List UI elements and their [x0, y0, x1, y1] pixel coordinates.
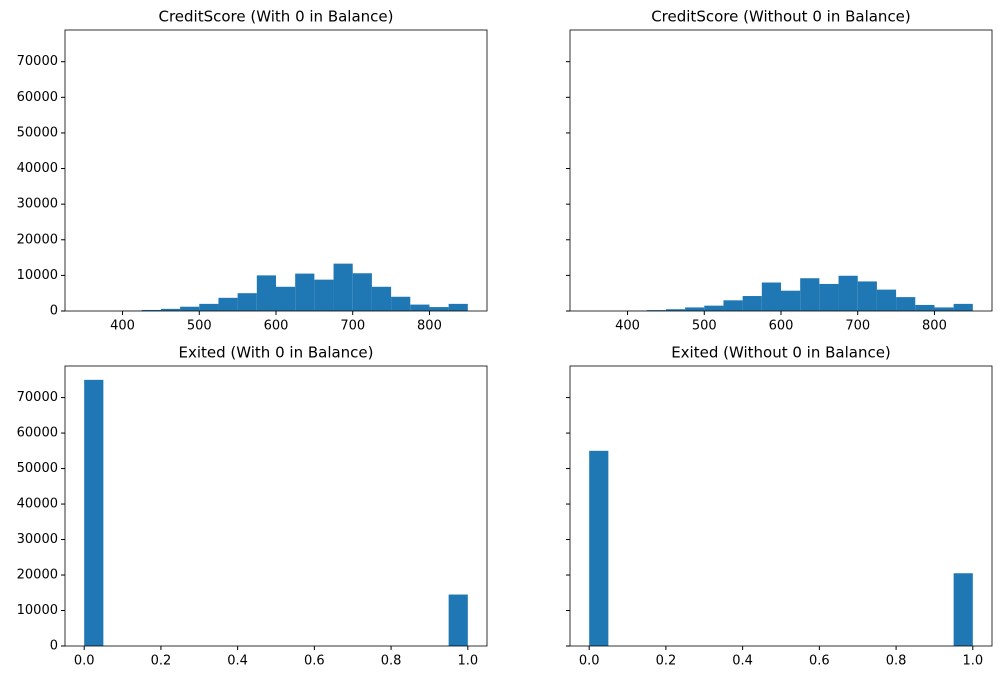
y-tick-label: 0: [50, 639, 58, 654]
chart-title: Exited (Without 0 in Balance): [671, 344, 891, 362]
x-tick-label: 800: [417, 319, 442, 334]
bar: [915, 304, 935, 311]
bar: [160, 308, 181, 311]
x-tick-label: 0.8: [381, 654, 402, 669]
bar: [876, 289, 897, 311]
x-tick-label: 700: [340, 319, 365, 334]
bar: [448, 303, 468, 311]
y-tick-label: 30000: [17, 532, 58, 547]
bar: [410, 304, 430, 311]
axes-frame: [64, 29, 488, 312]
y-tick-label: 10000: [17, 603, 58, 618]
y-tick-label: 10000: [17, 268, 58, 283]
x-tick-label: 700: [845, 319, 870, 334]
y-tick-label: 20000: [17, 232, 58, 247]
bar: [84, 379, 104, 646]
x-tick-label: 0.6: [304, 654, 325, 669]
bar: [448, 594, 468, 646]
x-tick-label: 0.4: [732, 654, 753, 669]
bar: [953, 303, 973, 311]
y-tick-label: 50000: [17, 125, 58, 140]
y-tick-label: 40000: [17, 497, 58, 512]
chart-title: Exited (With 0 in Balance): [178, 344, 373, 362]
bar: [896, 297, 916, 311]
x-tick-label: 0.2: [151, 654, 172, 669]
y-tick-label: 20000: [17, 568, 58, 583]
bar: [723, 300, 743, 311]
bar: [934, 307, 954, 311]
bar: [218, 297, 238, 311]
x-tick-label: 500: [692, 319, 717, 334]
bar: [800, 278, 820, 311]
x-tick-label: 400: [615, 319, 640, 334]
bar: [199, 303, 219, 311]
y-tick-label: 0: [50, 304, 58, 319]
bar: [819, 283, 839, 311]
y-tick-label: 60000: [17, 90, 58, 105]
chart-title: CreditScore (With 0 in Balance): [159, 8, 394, 26]
y-tick-label: 70000: [17, 390, 58, 405]
bar: [256, 275, 276, 311]
bar: [141, 309, 161, 311]
bar: [685, 307, 705, 311]
bar: [761, 282, 781, 311]
bar: [429, 307, 449, 311]
bar: [180, 306, 200, 311]
bar: [665, 309, 686, 311]
bar: [237, 293, 257, 311]
bar: [953, 573, 973, 646]
y-tick-label: 70000: [17, 54, 58, 69]
bar: [704, 305, 724, 311]
x-tick-label: 800: [922, 319, 947, 334]
y-tick-label: 60000: [17, 426, 58, 441]
bar: [352, 273, 372, 311]
bar: [295, 273, 315, 311]
axes-frame: [64, 365, 488, 647]
x-tick-label: 600: [264, 319, 289, 334]
y-tick-label: 30000: [17, 197, 58, 212]
x-tick-label: 0.0: [74, 654, 95, 669]
x-tick-label: 0.8: [886, 654, 907, 669]
bar: [333, 263, 353, 311]
bar: [371, 286, 392, 311]
x-tick-label: 1.0: [962, 654, 983, 669]
bar: [742, 296, 762, 311]
x-tick-label: 0.2: [656, 654, 677, 669]
bar: [646, 310, 666, 311]
axes-frame: [569, 29, 993, 312]
x-tick-label: 0.0: [579, 654, 600, 669]
bar: [781, 290, 801, 311]
bar: [589, 450, 609, 646]
bar: [838, 275, 858, 311]
bar: [857, 281, 877, 311]
y-tick-label: 40000: [17, 161, 58, 176]
bar: [314, 279, 334, 311]
bar: [391, 296, 411, 311]
x-tick-label: 0.4: [227, 654, 248, 669]
y-tick-label: 50000: [17, 461, 58, 476]
axes-frame: [569, 365, 993, 647]
x-tick-label: 0.6: [809, 654, 830, 669]
x-tick-label: 1.0: [457, 654, 478, 669]
bar: [276, 286, 296, 311]
x-tick-label: 500: [187, 319, 212, 334]
x-tick-label: 600: [769, 319, 794, 334]
x-tick-label: 400: [110, 319, 135, 334]
chart-title: CreditScore (Without 0 in Balance): [651, 8, 911, 26]
